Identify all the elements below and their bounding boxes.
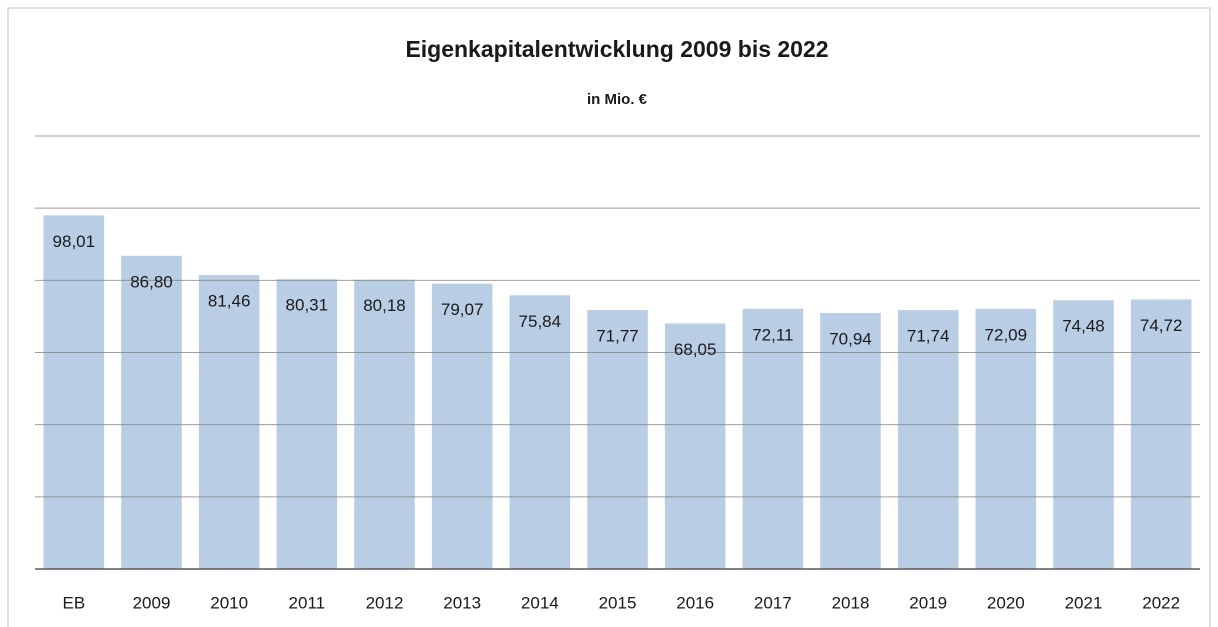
value-label: 80,31 [286, 296, 329, 315]
x-tick-label: EB [62, 593, 85, 612]
x-tick-label: 2020 [987, 593, 1025, 612]
value-label: 72,09 [985, 325, 1028, 344]
value-label: 79,07 [441, 300, 484, 319]
bar [742, 308, 804, 569]
bar [276, 279, 338, 569]
x-tick-label: 2010 [210, 593, 248, 612]
value-label: 80,18 [363, 296, 406, 315]
value-label: 71,74 [907, 327, 950, 346]
bar [587, 310, 648, 569]
bar [1130, 299, 1192, 569]
value-label: 74,48 [1062, 317, 1105, 336]
value-label: 74,72 [1140, 316, 1183, 335]
x-tick-label: 2013 [443, 593, 481, 612]
bar [820, 313, 881, 569]
x-tick-label: 2012 [366, 593, 404, 612]
x-tick-label: 2022 [1142, 593, 1180, 612]
x-tick-label: 2019 [909, 593, 947, 612]
bar [43, 215, 105, 570]
value-label: 98,01 [53, 232, 96, 251]
bar [198, 275, 260, 569]
value-label: 68,05 [674, 340, 717, 359]
bar [975, 308, 1037, 569]
value-label: 75,84 [519, 312, 562, 331]
x-tick-label: 2018 [832, 593, 870, 612]
x-tick-label: 2021 [1065, 593, 1103, 612]
x-tick-label: 2009 [133, 593, 171, 612]
bar [121, 255, 182, 569]
x-tick-label: 2015 [599, 593, 637, 612]
value-label: 72,11 [752, 325, 793, 344]
x-tick-label: 2014 [521, 593, 559, 612]
bar [1053, 300, 1114, 569]
bar [664, 323, 726, 569]
x-tick-label: 2016 [676, 593, 714, 612]
chart-title: Eigenkapitalentwicklung 2009 bis 2022 [405, 36, 828, 62]
value-label: 70,94 [829, 330, 872, 349]
bar [897, 310, 959, 569]
chart-subtitle: in Mio. € [587, 91, 648, 108]
value-label: 81,46 [208, 292, 251, 311]
value-label: 86,80 [130, 272, 173, 291]
bar [431, 283, 493, 569]
bar [509, 295, 571, 569]
x-tick-label: 2011 [289, 593, 326, 612]
value-label: 71,77 [596, 327, 639, 346]
x-tick-label: 2017 [754, 593, 792, 612]
